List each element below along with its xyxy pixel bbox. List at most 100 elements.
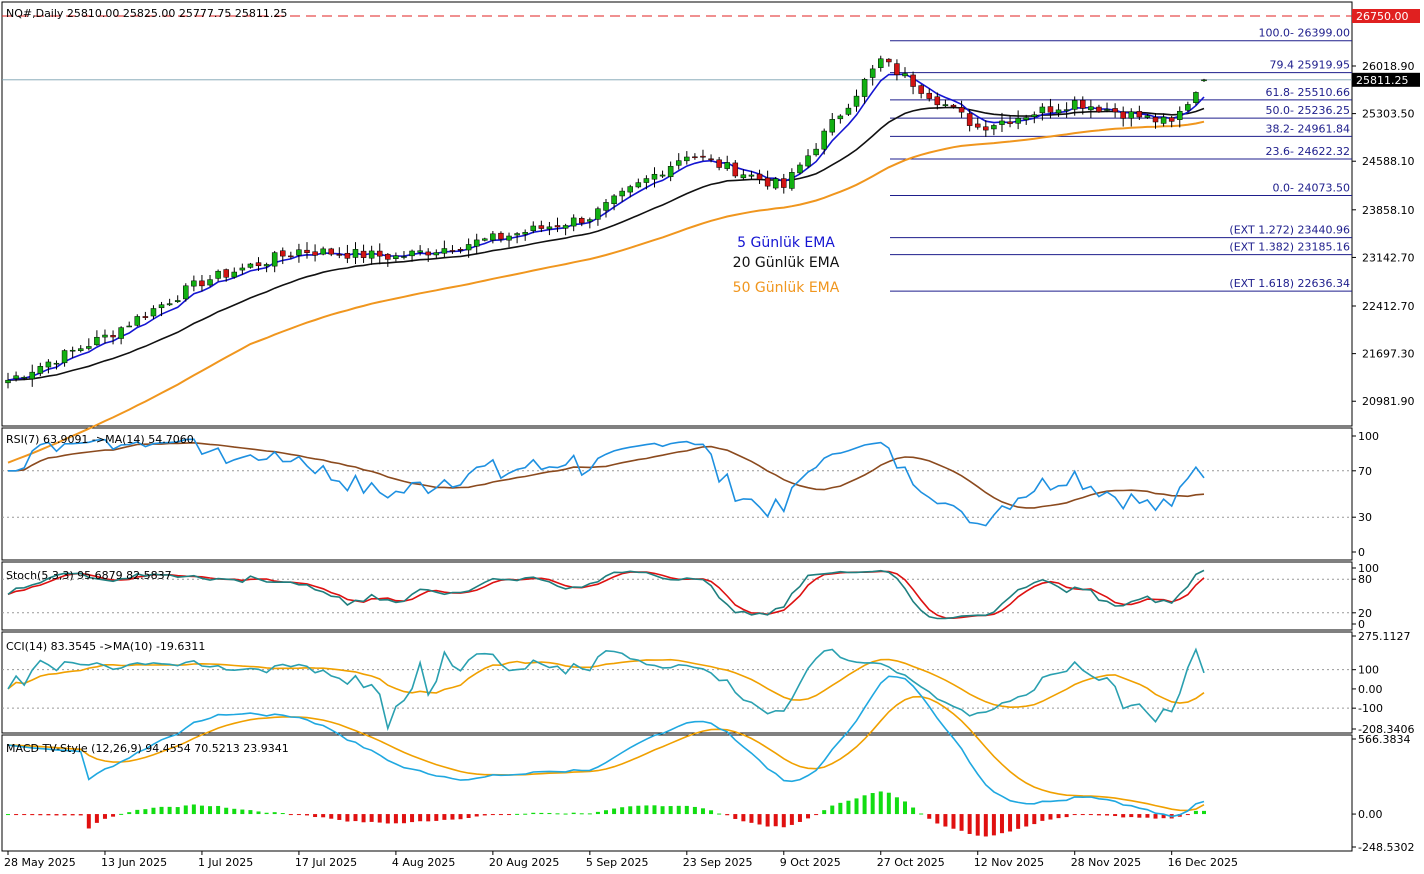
macd-histogram-bar (1137, 814, 1142, 818)
candle-body (417, 250, 423, 253)
x-tick-label: 27 Oct 2025 (877, 856, 945, 869)
macd-histogram-bar (814, 814, 819, 816)
cci-label: CCI(14) 83.3545 ->MA(10) -19.6311 (6, 640, 205, 653)
candle-body (433, 252, 440, 256)
macd-histogram-bar (991, 814, 996, 836)
candle-body (393, 255, 399, 259)
macd-histogram-bar (959, 814, 964, 831)
macd-histogram-bar (975, 814, 980, 836)
ema20-line (7, 106, 1205, 381)
candle-body (77, 348, 84, 351)
rsi-label: RSI(7) 63.9091 ->MA(14) 54.7060 (6, 433, 194, 446)
macd-histogram-bar (676, 805, 681, 815)
macd-histogram-bar (434, 814, 439, 821)
price-tick-label: 23858.10 (1362, 204, 1415, 217)
candle-body (635, 182, 642, 188)
ema50-legend: 50 Günlük EMA (733, 280, 840, 296)
candle-body (118, 327, 124, 339)
candle-body (538, 225, 545, 229)
candle-body (174, 300, 181, 303)
candle-body (667, 166, 674, 177)
candle-body (781, 178, 787, 188)
candle-body (570, 217, 577, 227)
candle-body (562, 225, 569, 229)
cci-tick-label: 100 (1358, 664, 1379, 677)
macd-histogram-bar (547, 812, 552, 815)
macd-histogram-bar (127, 812, 132, 815)
candle-body (950, 104, 957, 108)
macd-histogram-bar (1121, 814, 1126, 818)
candle-body (352, 249, 359, 258)
macd-histogram-bar (361, 814, 366, 823)
candle-body (684, 156, 690, 162)
price-tick-label: 20981.90 (1362, 395, 1415, 408)
macd-histogram-bar (628, 806, 633, 815)
cci-panel[interactable] (2, 647, 1352, 732)
candle-body (126, 325, 132, 328)
candle-body (1071, 100, 1078, 110)
stoch-k-line (7, 569, 1205, 620)
macd-histogram-bar (482, 814, 487, 816)
macd-line (7, 675, 1205, 818)
macd-histogram-bar (498, 814, 503, 816)
x-tick-label: 9 Oct 2025 (780, 856, 841, 869)
fib-label: 100.0- 26399.00 (1259, 27, 1350, 40)
candle-body (86, 346, 92, 349)
candle-body (1152, 117, 1159, 123)
candle-body (603, 202, 609, 211)
macd-histogram-bar (143, 809, 148, 815)
stoch-panel[interactable] (2, 569, 1352, 620)
candle-body (878, 58, 884, 68)
candle-body (223, 269, 229, 278)
candle-body (465, 244, 472, 251)
x-tick-label: 20 Aug 2025 (489, 856, 559, 869)
candle-body (853, 95, 860, 107)
stoch-tick-label: 0 (1358, 618, 1365, 631)
candle-body (1136, 111, 1143, 118)
price-panel[interactable]: 100.0- 26399.00 79.4 25919.95 61.8- 25510.… (2, 9, 1420, 464)
macd-histogram-bar (757, 814, 762, 825)
macd-histogram-bar (159, 806, 164, 815)
macd-histogram-bar (1016, 814, 1021, 829)
cci-frame (1, 631, 1353, 734)
macd-histogram-bar (337, 814, 342, 820)
macd-histogram-bar (119, 813, 124, 815)
macd-histogram-bar (741, 814, 746, 822)
candle-body (288, 255, 294, 258)
macd-histogram-bar (94, 814, 99, 823)
candle-body (498, 232, 504, 240)
rsi-panel[interactable] (2, 438, 1352, 527)
macd-histogram-bar (822, 810, 827, 815)
macd-histogram-bar (1145, 814, 1150, 818)
candle-body (1193, 92, 1199, 103)
candle-body (457, 249, 464, 251)
candle-body (110, 335, 116, 338)
candle-body (1063, 109, 1070, 111)
macd-histogram-bar (531, 812, 536, 815)
macd-histogram-bar (806, 814, 811, 819)
candle-body (861, 79, 868, 97)
candle-body (619, 190, 625, 197)
candle-body (651, 173, 658, 180)
macd-histogram-bar (240, 809, 245, 815)
macd-histogram-bar (216, 805, 221, 815)
cci-ma-line (7, 658, 1205, 709)
macd-histogram-bar (232, 808, 237, 815)
candle-body (150, 308, 157, 317)
macd-tick-label: 566.3834 (1358, 733, 1411, 746)
x-tick-label: 28 Nov 2025 (1071, 856, 1141, 869)
stoch-tick-label: 100 (1358, 562, 1379, 575)
macd-histogram-bar (983, 814, 988, 837)
candle-body (966, 113, 973, 126)
macd-histogram-bar (175, 807, 180, 815)
stoch-frame (1, 561, 1353, 631)
price-tick-label: 22412.70 (1362, 300, 1415, 313)
candle-body (934, 96, 941, 106)
candle-body (312, 251, 318, 256)
x-tick-label: 12 Nov 2025 (974, 856, 1044, 869)
macd-panel[interactable] (6, 675, 1206, 837)
ema5-line (7, 73, 1205, 381)
macd-tick-label: -248.5302 (1358, 841, 1414, 854)
